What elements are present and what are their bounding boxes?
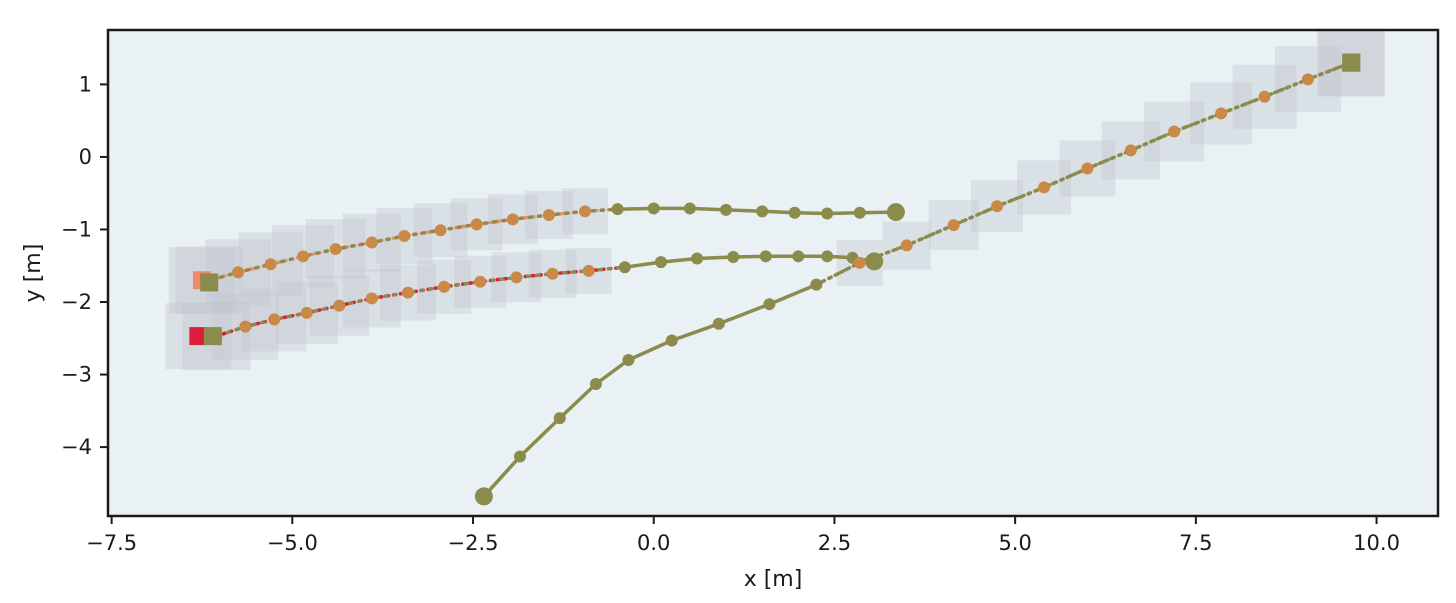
agent-1-prediction-point <box>329 243 342 256</box>
agent-2-prediction-point <box>268 313 281 326</box>
agent-2-prediction-point <box>510 271 523 284</box>
agent-2-goal-ground-truth <box>189 327 208 346</box>
agent-2-prediction-point <box>474 275 487 288</box>
agent-3-history-point <box>712 317 725 330</box>
agent-2-history-point <box>654 256 667 269</box>
agent-3-history-point <box>622 354 635 367</box>
x-tick-label: 7.5 <box>1179 531 1212 555</box>
agent-2-history-point <box>759 250 772 263</box>
agent-3-prediction-point <box>1081 162 1094 175</box>
agent-1-prediction-point <box>506 213 519 226</box>
agent-3-prediction-point <box>1124 144 1137 157</box>
agent-2-prediction-point <box>365 292 378 305</box>
plot-frame <box>106 28 1440 518</box>
agent-2-prediction-point <box>401 286 414 299</box>
agent-1-prediction-point <box>398 230 411 243</box>
uncertainty-shadows <box>165 28 1386 371</box>
agent-1-prediction-point <box>264 258 277 271</box>
agent-2-prediction-point <box>239 320 252 333</box>
agent-3-prediction-point <box>900 239 913 252</box>
agent-3-prediction-point <box>853 256 866 269</box>
agent-3-prediction-point <box>947 219 960 232</box>
agent-1-goal-predicted <box>200 273 219 292</box>
agent-2-prediction-point <box>582 264 595 277</box>
agent-2-prediction-point <box>333 299 346 312</box>
agent-2-history-point <box>618 261 631 274</box>
chart-marks <box>165 28 1386 506</box>
agent-2-prediction-point <box>546 267 559 280</box>
agent-3-history-point <box>589 377 602 390</box>
agent-1-prediction-point <box>579 205 592 218</box>
agent-1-history-point <box>756 205 769 218</box>
y-tick-label: 0 <box>79 145 92 169</box>
x-tick-label: −2.5 <box>448 531 499 555</box>
agent-3-prediction-point <box>1215 107 1228 120</box>
agent-3-history-point <box>763 298 776 311</box>
agent-2-history-point <box>821 250 834 263</box>
goal-markers <box>189 53 1361 346</box>
agent-1-history-point <box>853 206 866 219</box>
agent-3-history-point <box>553 412 566 425</box>
agent-2-history-point <box>865 252 884 271</box>
agent-3-prediction-point <box>1038 181 1051 194</box>
agent-1-prediction-point <box>542 208 555 221</box>
x-tick-label: −5.0 <box>267 531 318 555</box>
agent-1-history-point <box>720 203 733 216</box>
axes: −7.5 −5.0 −2.5 0.0 2.5 5.0 7.5 10.0 1 0 −1 −2 −3 −4 <box>61 72 1400 555</box>
agent-2-history-point <box>691 252 704 265</box>
agent-2-goal-predicted <box>203 327 222 346</box>
agent-2-history-point <box>727 251 740 264</box>
agent-2-prediction-point <box>438 280 451 293</box>
agent-1-history-point <box>647 202 660 215</box>
x-tick-label: 5.0 <box>998 531 1031 555</box>
y-tick-label: −4 <box>61 435 92 459</box>
x-axis-label: x [m] <box>744 567 803 592</box>
agent-1-prediction-point <box>365 236 378 249</box>
agent-1-history-point <box>683 202 696 215</box>
y-tick-label: −1 <box>61 217 92 241</box>
agent-1-history-point <box>821 207 834 220</box>
x-tick-label: 2.5 <box>818 531 851 555</box>
agent-1-prediction-point <box>470 218 483 231</box>
y-tick-label: −3 <box>61 363 92 387</box>
agent-3-history-point <box>665 334 678 347</box>
agent-1-history-point <box>611 203 624 216</box>
x-tick-label: 10.0 <box>1353 531 1400 555</box>
agent-1-prediction-point <box>434 224 447 237</box>
agent-1-prediction-point <box>232 266 245 279</box>
y-tick-label: 1 <box>79 72 92 96</box>
agent-1-prediction-point <box>297 250 310 263</box>
x-tick-label: 0.0 <box>637 531 670 555</box>
agent-2-history-point <box>792 250 805 263</box>
agent-3-history-point <box>514 450 527 463</box>
y-axis-label: y [m] <box>21 244 46 303</box>
agent-3-history-point <box>474 487 493 506</box>
agent-3-prediction-point <box>1168 125 1181 138</box>
agent-3-goal-predicted <box>1342 53 1361 72</box>
agent-3-history-point <box>810 278 823 291</box>
x-tick-label: −7.5 <box>86 531 137 555</box>
agent-1-history-point <box>886 203 905 222</box>
agent-3-prediction-point <box>1258 90 1271 103</box>
y-tick-label: −2 <box>61 290 92 314</box>
agent-3-prediction-point <box>991 200 1004 213</box>
agent-1-history-point <box>788 206 801 219</box>
agent-2-prediction-point <box>300 306 313 319</box>
agent-3-prediction-point <box>1301 73 1314 86</box>
